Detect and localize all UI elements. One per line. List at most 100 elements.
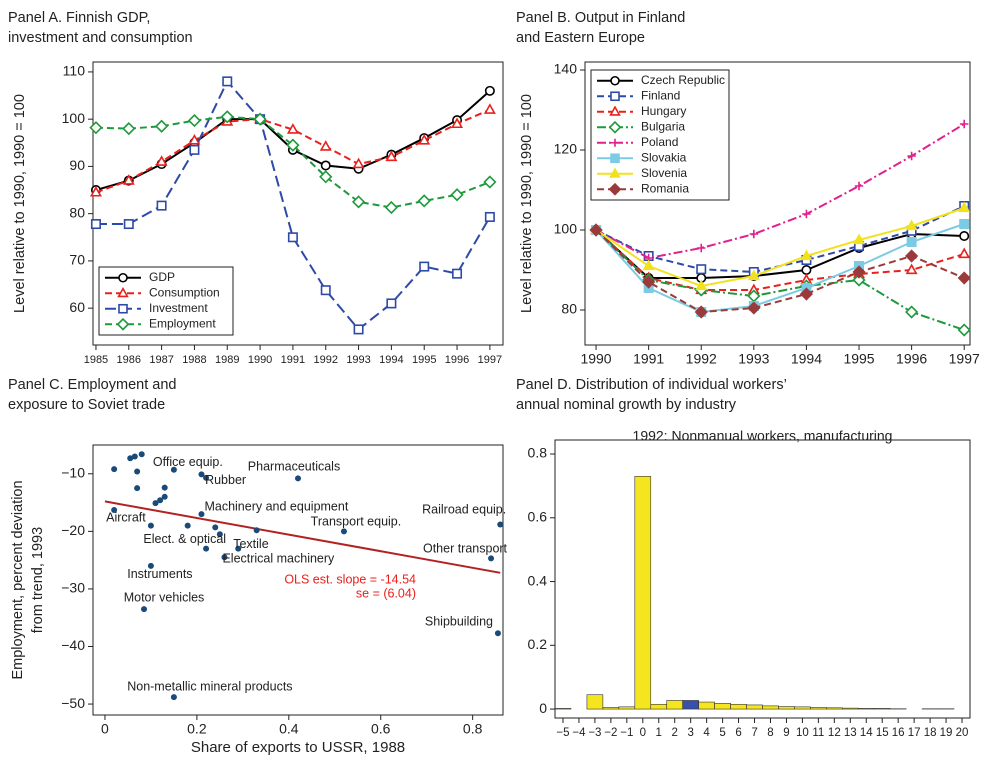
x-tick-label: 1988 [182,354,206,366]
y-tick-label: 0 [539,700,547,716]
marker [852,265,866,279]
legend-label: Romania [641,181,689,195]
x-tick-label: −1 [620,727,633,739]
marker [749,229,759,239]
y-tick-label: 110 [63,63,86,79]
marker [156,200,167,211]
bar [586,694,604,710]
marker [852,273,866,287]
panel-title: and Eastern Europe [516,30,645,46]
x-tick-label: 20 [956,727,969,739]
point [295,475,301,482]
x-tick-label: 0 [101,721,109,737]
marker [610,153,620,164]
y-tick-label: 0.8 [528,445,548,461]
x-tick-label: 19 [940,727,953,739]
marker [854,181,864,191]
marker [118,303,128,314]
point [134,485,141,492]
fit-line [104,500,501,574]
x-tick-label: 17 [908,727,921,739]
marker [906,237,917,248]
marker [907,151,916,161]
y-tick-label: 80 [69,204,85,220]
point [203,474,210,481]
legend-label: GDP [149,270,175,284]
x-tick-label: −3 [588,727,601,739]
marker [959,219,970,230]
point [198,511,205,518]
legend-label: Hungary [641,104,686,118]
plot-frame [92,444,504,716]
marker [117,287,129,298]
legend-marker [608,120,622,134]
point [141,606,148,613]
bar [746,704,763,710]
marker [800,249,813,261]
point [157,497,164,504]
legend-marker [609,167,621,178]
y-tick-label: 100 [554,221,578,237]
point-label: Electrical machinery [222,552,335,566]
point-label: Other transport [423,542,508,556]
marker [853,233,866,245]
legend-marker [609,105,621,116]
marker [747,301,761,315]
plot-frame [554,439,971,719]
y-tick-label: −20 [61,522,85,538]
series-line [595,223,965,314]
point [152,500,159,507]
marker [353,324,364,335]
point [111,507,118,514]
y-tick-label: −50 [61,695,85,711]
x-tick-label: 1990 [580,351,611,367]
marker [696,264,707,275]
x-tick-label: 1987 [149,354,173,366]
marker [611,138,619,147]
bar [810,707,827,710]
point [235,545,242,552]
point [340,528,347,535]
bar [794,706,811,710]
x-tick-label: 1989 [215,354,239,366]
marker [960,119,969,129]
marker [957,323,971,337]
marker [418,133,431,145]
legend-label: Bulgaria [641,119,685,133]
bar [682,700,699,710]
x-tick-label: 1985 [84,354,108,366]
legend-label: Employment [149,316,216,330]
x-axis-label: Share of exports to USSR, 1988 [191,739,405,756]
legend-label: Slovenia [641,166,687,180]
marker [451,117,464,129]
series-line [595,229,965,291]
x-tick-label: 3 [687,727,693,739]
bar [842,707,859,710]
annotation: OLS est. slope = -14.54 [284,572,416,586]
marker [89,185,102,197]
legend-marker [611,138,619,147]
marker [222,76,233,87]
point-label: Transport equip. [311,515,402,529]
legend-marker [610,75,620,86]
point-label: Rubber [205,473,246,487]
plot-frame [584,61,971,346]
x-tick-label: 1994 [791,351,822,367]
point [494,630,501,637]
marker [122,174,135,185]
series-line [595,229,965,314]
panel-title: investment and consumption [8,30,193,46]
point-label: Non-metallic mineral products [127,679,292,693]
panel-title: Panel B. Output in Finland [516,10,685,26]
x-tick-label: 9 [783,727,789,739]
marker [320,160,331,171]
y-tick-label: 80 [561,301,577,317]
panel-title: exposure to Soviet trade [8,397,165,413]
x-tick-label: 15 [876,727,889,739]
x-tick-label: 7 [751,727,757,739]
y-axis-label: from trend, 1993 [30,527,46,633]
marker [417,194,431,208]
marker [484,211,495,222]
y-tick-label: 70 [69,252,85,268]
bar [634,476,652,710]
